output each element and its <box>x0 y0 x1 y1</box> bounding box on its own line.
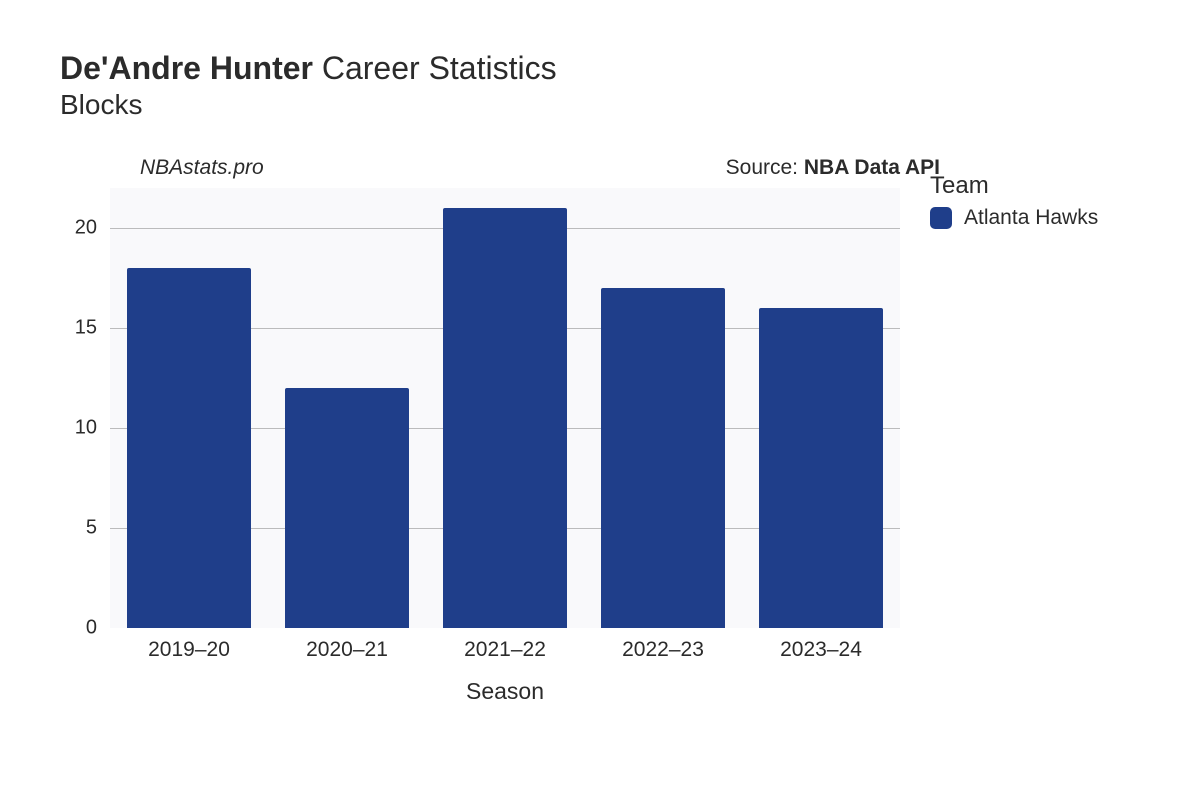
x-tick-label: 2020–21 <box>306 638 388 662</box>
title-block: De'Andre Hunter Career Statistics Blocks <box>60 50 1160 121</box>
source-prefix: Source: <box>726 156 804 179</box>
site-watermark: NBAstats.pro <box>140 156 264 180</box>
legend: Team Atlanta Hawks <box>930 172 1098 230</box>
bar <box>127 268 250 628</box>
y-tick-label: 20 <box>75 217 97 240</box>
chart-subtitle: Blocks <box>60 89 1160 121</box>
x-tick-label: 2021–22 <box>464 638 546 662</box>
x-tick-label: 2022–23 <box>622 638 704 662</box>
source-name: NBA Data API <box>804 156 940 179</box>
chart-title: De'Andre Hunter Career Statistics <box>60 50 1160 87</box>
y-tick-label: 5 <box>86 517 97 540</box>
x-axis-label: Season <box>110 678 900 705</box>
meta-row: NBAstats.pro Source: NBA Data API <box>110 156 940 180</box>
y-axis: 05101520 <box>0 188 105 628</box>
source-attribution: Source: NBA Data API <box>726 156 940 180</box>
bar <box>601 288 724 628</box>
bar <box>443 208 566 628</box>
x-tick-label: 2023–24 <box>780 638 862 662</box>
legend-title: Team <box>930 172 1098 200</box>
y-tick-label: 10 <box>75 417 97 440</box>
title-suffix: Career Statistics <box>322 50 557 86</box>
player-name: De'Andre Hunter <box>60 50 313 86</box>
y-tick-label: 0 <box>86 617 97 640</box>
plot-area <box>110 188 900 628</box>
legend-item: Atlanta Hawks <box>930 206 1098 230</box>
bar <box>759 308 882 628</box>
chart-container: De'Andre Hunter Career Statistics Blocks… <box>0 0 1200 800</box>
x-tick-label: 2019–20 <box>148 638 230 662</box>
legend-item-label: Atlanta Hawks <box>964 206 1098 230</box>
legend-swatch <box>930 207 952 229</box>
bar <box>285 388 408 628</box>
y-tick-label: 15 <box>75 317 97 340</box>
